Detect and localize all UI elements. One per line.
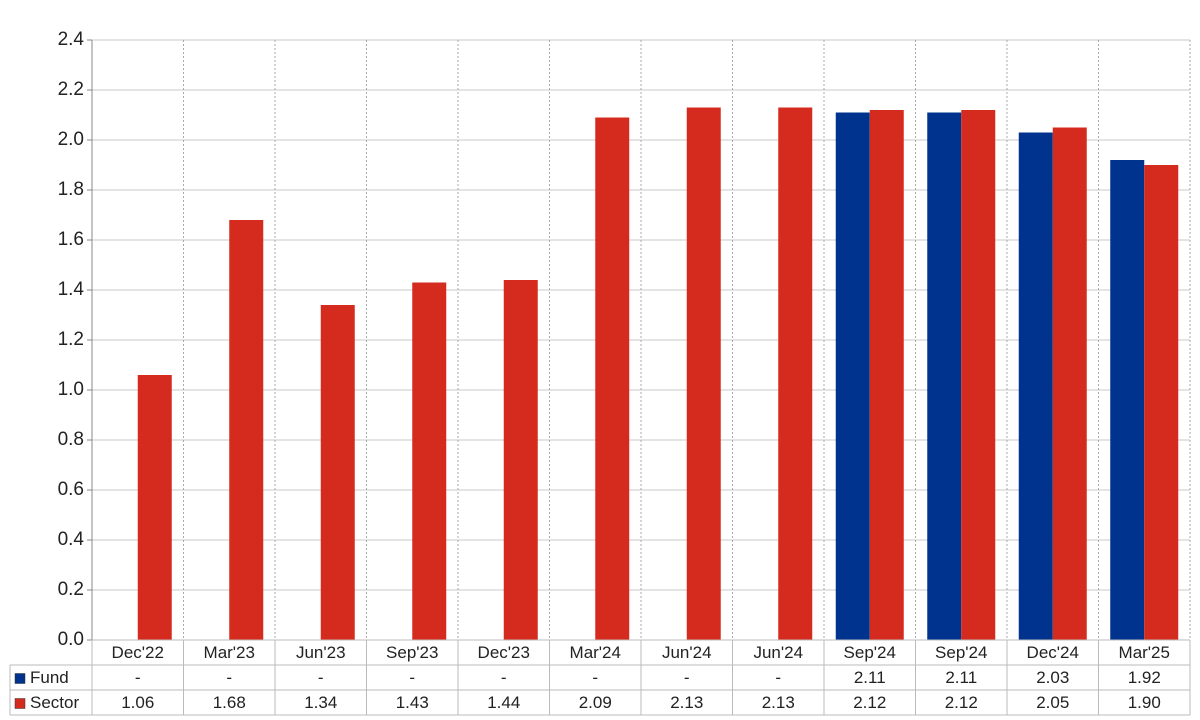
- bar: [412, 282, 447, 640]
- legend-swatch: [14, 698, 26, 709]
- x-tick-label: Jun'23: [296, 643, 346, 662]
- y-tick-label: 0.2: [58, 579, 84, 600]
- bar: [961, 110, 996, 640]
- y-tick-label: 1.4: [58, 279, 85, 300]
- bar: [1144, 165, 1179, 640]
- x-tick-label: Sep'24: [844, 643, 896, 662]
- bar: [835, 112, 870, 640]
- table-value: 2.11: [854, 668, 886, 687]
- x-tick-label: Dec'22: [112, 643, 164, 662]
- table-value: 2.05: [1036, 693, 1069, 712]
- table-value: -: [226, 668, 232, 687]
- bar: [137, 375, 172, 640]
- legend-swatch: [14, 673, 26, 684]
- legend-label: Fund: [30, 668, 69, 687]
- bar: [503, 280, 538, 640]
- y-tick-label: 1.6: [58, 229, 84, 250]
- table-value: 1.06: [121, 693, 154, 712]
- y-tick-label: 0.8: [58, 429, 84, 450]
- legend-label: Sector: [30, 693, 79, 712]
- table-value: 2.03: [1036, 668, 1069, 687]
- x-tick-label: Mar'25: [1119, 643, 1170, 662]
- y-tick-label: 2.2: [58, 79, 84, 100]
- bar: [1018, 132, 1053, 640]
- bar: [927, 112, 962, 640]
- table-value: 1.44: [487, 693, 520, 712]
- y-tick-label: 2.4: [58, 29, 85, 50]
- y-tick-label: 1.2: [58, 329, 84, 350]
- table-value: 2.12: [853, 693, 886, 712]
- table-value: 1.90: [1128, 693, 1161, 712]
- table-value: 2.13: [670, 693, 703, 712]
- table-value: -: [775, 668, 781, 687]
- x-tick-label: Sep'23: [386, 643, 438, 662]
- x-tick-label: Sep'24: [935, 643, 987, 662]
- y-tick-label: 1.8: [58, 179, 84, 200]
- bar: [229, 220, 264, 640]
- table-value: -: [684, 668, 690, 687]
- bar: [1110, 160, 1145, 640]
- x-tick-label: Jun'24: [662, 643, 712, 662]
- y-tick-label: 2.0: [58, 129, 84, 150]
- y-tick-label: 0.0: [58, 629, 84, 650]
- bar: [320, 305, 355, 640]
- x-tick-label: Dec'24: [1027, 643, 1079, 662]
- bar: [686, 107, 721, 640]
- table-value: 1.92: [1128, 668, 1161, 687]
- table-value: -: [135, 668, 141, 687]
- table-value: 2.13: [762, 693, 795, 712]
- table-value: 1.34: [304, 693, 337, 712]
- x-tick-label: Jun'24: [753, 643, 803, 662]
- table-value: 2.12: [945, 693, 978, 712]
- y-tick-label: 1.0: [58, 379, 84, 400]
- table-value: 2.09: [579, 693, 612, 712]
- y-tick-label: 0.6: [58, 479, 84, 500]
- table-value: -: [318, 668, 324, 687]
- bar: [778, 107, 813, 640]
- x-tick-label: Dec'23: [478, 643, 530, 662]
- bar: [595, 117, 630, 640]
- table-value: -: [501, 668, 507, 687]
- table-value: 1.43: [396, 693, 429, 712]
- table-value: 2.11: [945, 668, 977, 687]
- x-tick-label: Mar'24: [570, 643, 621, 662]
- y-tick-label: 0.4: [58, 529, 85, 550]
- x-tick-label: Mar'23: [204, 643, 255, 662]
- bar: [869, 110, 904, 640]
- table-value: 1.68: [213, 693, 246, 712]
- table-value: -: [592, 668, 598, 687]
- table-value: -: [409, 668, 415, 687]
- bar: [1052, 127, 1087, 640]
